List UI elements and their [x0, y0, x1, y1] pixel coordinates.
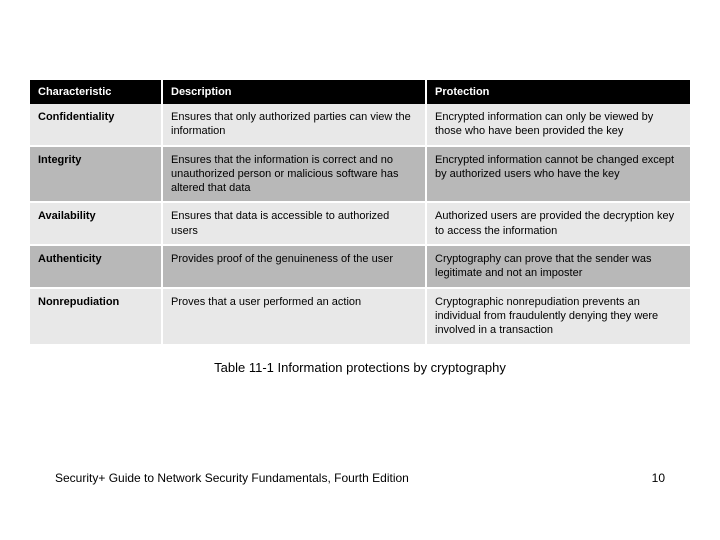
cell-characteristic: Integrity — [30, 146, 162, 203]
cell-protection: Authorized users are provided the decryp… — [426, 202, 690, 245]
footer-book-title: Security+ Guide to Network Security Fund… — [55, 471, 409, 485]
table-row: Authenticity Provides proof of the genui… — [30, 245, 690, 288]
table-row: Nonrepudiation Proves that a user perfor… — [30, 288, 690, 345]
header-characteristic: Characteristic — [30, 80, 162, 104]
cell-description: Ensures that the information is correct … — [162, 146, 426, 203]
cell-protection: Encrypted information cannot be changed … — [426, 146, 690, 203]
table-container: Characteristic Description Protection Co… — [30, 80, 690, 346]
table-row: Availability Ensures that data is access… — [30, 202, 690, 245]
crypto-protections-table: Characteristic Description Protection Co… — [30, 80, 690, 346]
cell-characteristic: Availability — [30, 202, 162, 245]
cell-description: Ensures that only authorized parties can… — [162, 104, 426, 146]
cell-protection: Cryptographic nonrepudiation prevents an… — [426, 288, 690, 345]
table-caption: Table 11-1 Information protections by cr… — [0, 360, 720, 375]
table-row: Confidentiality Ensures that only author… — [30, 104, 690, 146]
cell-characteristic: Confidentiality — [30, 104, 162, 146]
footer-page-number: 10 — [652, 471, 665, 485]
cell-description: Provides proof of the genuineness of the… — [162, 245, 426, 288]
cell-protection: Cryptography can prove that the sender w… — [426, 245, 690, 288]
cell-characteristic: Nonrepudiation — [30, 288, 162, 345]
table-row: Integrity Ensures that the information i… — [30, 146, 690, 203]
cell-protection: Encrypted information can only be viewed… — [426, 104, 690, 146]
header-protection: Protection — [426, 80, 690, 104]
cell-characteristic: Authenticity — [30, 245, 162, 288]
table-header-row: Characteristic Description Protection — [30, 80, 690, 104]
cell-description: Proves that a user performed an action — [162, 288, 426, 345]
header-description: Description — [162, 80, 426, 104]
cell-description: Ensures that data is accessible to autho… — [162, 202, 426, 245]
